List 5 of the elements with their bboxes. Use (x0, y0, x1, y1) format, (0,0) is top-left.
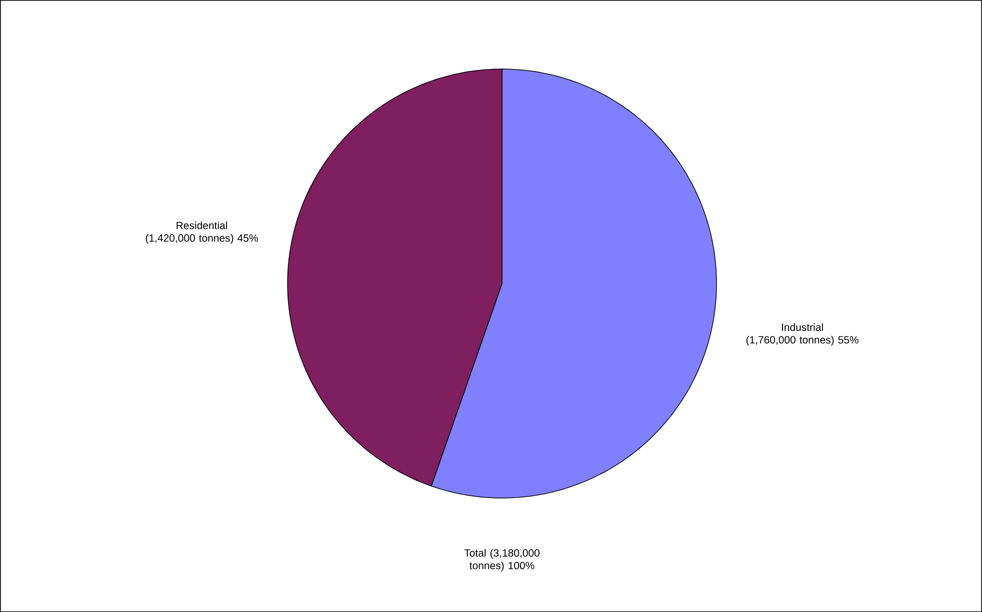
slice-label: Industrial (782, 323, 823, 331)
slice-label: Residential (176, 221, 227, 230)
data-label: (1,760,000 tonnes) 55% (746, 336, 858, 346)
text: Total (3,180,000 tonnes) 100% (464, 548, 540, 572)
data-label: (1,420,000 tonnes) 45% (146, 234, 258, 244)
